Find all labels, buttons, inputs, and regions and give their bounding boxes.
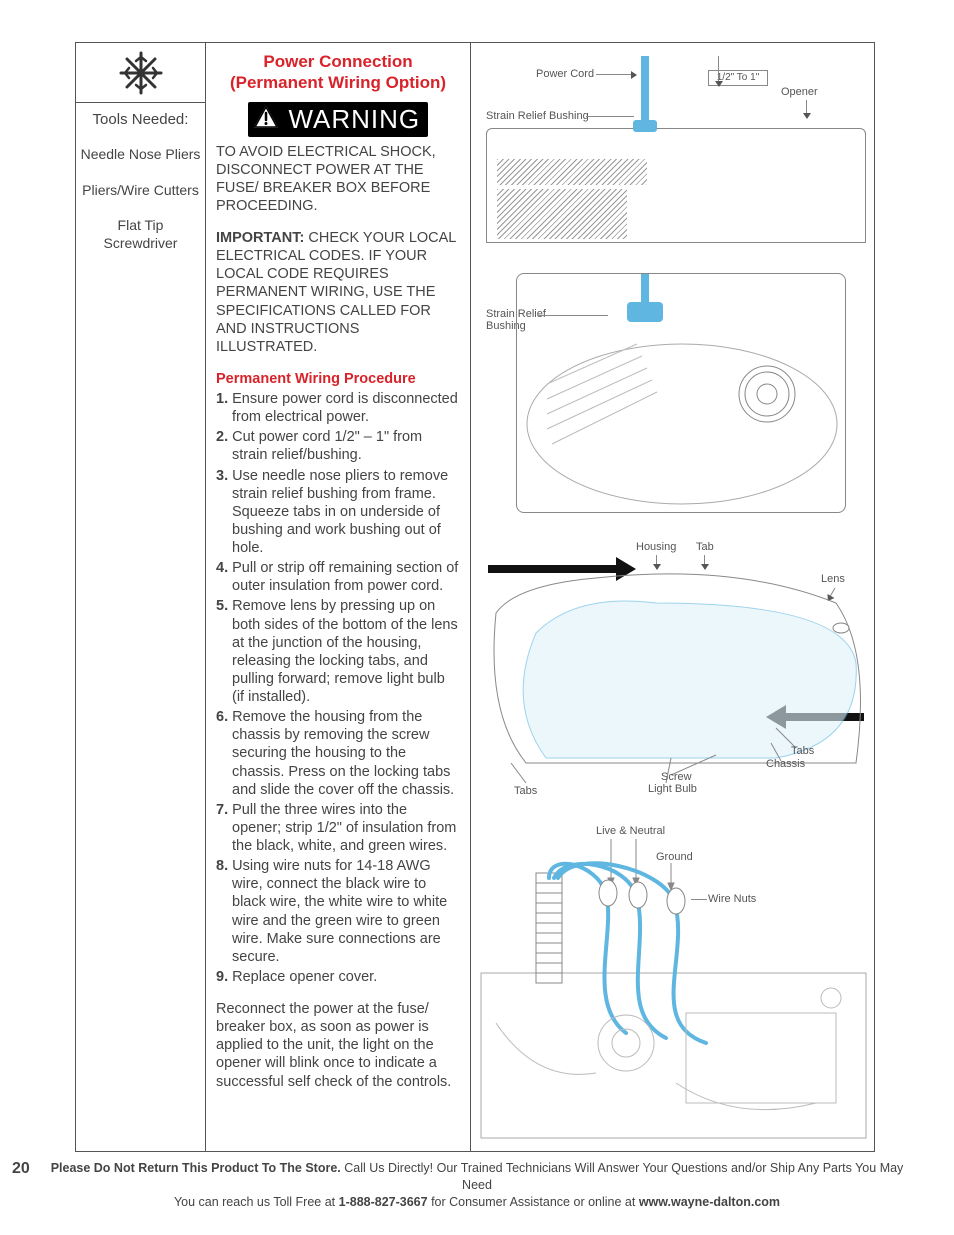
fig3-screw: Screw	[661, 771, 692, 783]
text-column: Power Connection (Permanent Wiring Optio…	[206, 43, 471, 1151]
fig1-opener: Opener	[781, 86, 818, 98]
tool-item: Pliers/Wire Cutters	[76, 182, 205, 200]
warning-badge: WARNING	[248, 102, 428, 137]
tool-item: Flat Tip Screwdriver	[76, 217, 205, 252]
fig3-light-bulb: Light Bulb	[648, 783, 697, 795]
footer: Please Do Not Return This Product To The…	[0, 1160, 954, 1211]
procedure-step: 8. Using wire nuts for 14-18 AWG wire, c…	[216, 857, 460, 966]
fig3-tabs-r: Tabs	[791, 745, 814, 757]
leader-line	[718, 56, 719, 86]
warning-body: TO AVOID ELECTRICAL SHOCK, DISCONNECT PO…	[216, 143, 460, 216]
footer-line2b: for Consumer Assistance or online at	[428, 1195, 639, 1209]
section-title-line2: (Permanent Wiring Option)	[230, 73, 446, 92]
warning-icon	[254, 106, 278, 133]
snowflake-icon	[76, 43, 205, 103]
footer-bold: Please Do Not Return This Product To The…	[51, 1161, 341, 1175]
footer-site: www.wayne-dalton.com	[639, 1195, 780, 1209]
fig1-strain-relief: Strain Relief Bushing	[486, 110, 589, 122]
leader-line	[596, 74, 636, 75]
procedure-step: 7. Pull the three wires into the opener;…	[216, 801, 460, 855]
warning-text: WARNING	[288, 104, 420, 134]
important-lead: IMPORTANT:	[216, 230, 304, 246]
figure-2: Strain Relief Bushing	[476, 253, 871, 523]
image-column: Power Cord 1/2" To 1" Opener Strain Reli…	[471, 43, 876, 1151]
fig3-tabs-l: Tabs	[514, 785, 537, 797]
bushing-accent	[633, 120, 657, 132]
fig2-outline	[517, 274, 847, 514]
important-body: CHECK YOUR LOCAL ELECTRICAL CODES. IF YO…	[216, 230, 456, 355]
footer-phone: 1-888-827-3667	[339, 1195, 428, 1209]
procedure-step: 2. Cut power cord 1/2" – 1" from strain …	[216, 428, 460, 464]
fig3-chassis: Chassis	[766, 758, 805, 770]
fig4-svg	[476, 823, 871, 1143]
hatch-region	[497, 189, 627, 239]
figure-3: Housing Tab Lens Tabs Lig	[476, 533, 871, 818]
important-block: IMPORTANT: CHECK YOUR LOCAL ELECTRICAL C…	[216, 229, 460, 356]
procedure-step: 6. Remove the housing from the chassis b…	[216, 708, 460, 799]
closing-para: Reconnect the power at the fuse/ breaker…	[216, 1000, 460, 1091]
hatch-region	[497, 159, 647, 185]
figure-4: Live & Neutral Ground Wire Nuts	[476, 823, 871, 1143]
body-text: TO AVOID ELECTRICAL SHOCK, DISCONNECT PO…	[216, 143, 460, 1091]
procedure-step: 5. Remove lens by pressing up on both si…	[216, 597, 460, 706]
procedure-list: 1. Ensure power cord is disconnected fro…	[216, 390, 460, 986]
section-title-line1: Power Connection	[263, 52, 412, 71]
procedure-step: 3. Use needle nose pliers to remove stra…	[216, 467, 460, 558]
snowflake-svg	[117, 49, 165, 97]
procedure-step: 4. Pull or strip off remaining section o…	[216, 559, 460, 595]
leader-line	[586, 116, 634, 117]
section-title: Power Connection (Permanent Wiring Optio…	[216, 51, 460, 94]
procedure-step: 9. Replace opener cover.	[216, 968, 460, 986]
page-frame: Tools Needed: Needle Nose Pliers Pliers/…	[75, 42, 875, 1152]
procedure-step: 1. Ensure power cord is disconnected fro…	[216, 390, 460, 426]
footer-line1b: Call Us Directly! Our Trained Technician…	[341, 1161, 904, 1192]
opener-body	[486, 128, 866, 243]
footer-line2a: You can reach us Toll Free at	[174, 1195, 339, 1209]
figure-1: Power Cord 1/2" To 1" Opener Strain Reli…	[476, 48, 871, 248]
tool-item: Needle Nose Pliers	[76, 146, 205, 164]
tools-column: Tools Needed: Needle Nose Pliers Pliers/…	[76, 43, 206, 1151]
fig2-body	[516, 273, 846, 513]
leader-line	[806, 100, 807, 118]
fig1-power-cord: Power Cord	[536, 68, 594, 80]
tools-header: Tools Needed:	[76, 111, 205, 128]
cord-accent	[641, 56, 649, 121]
procedure-head: Permanent Wiring Procedure	[216, 370, 460, 388]
